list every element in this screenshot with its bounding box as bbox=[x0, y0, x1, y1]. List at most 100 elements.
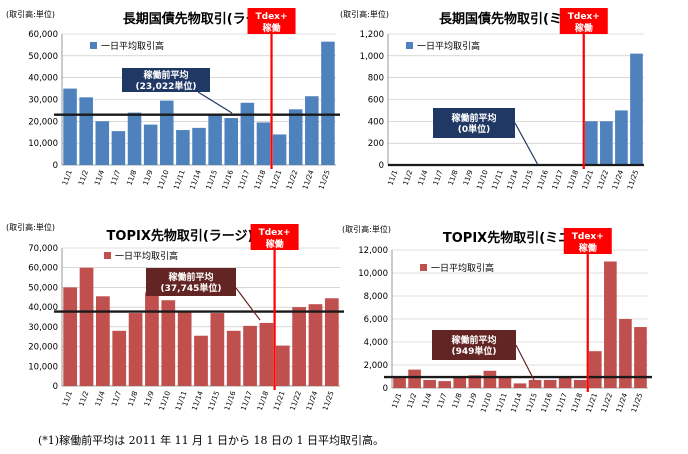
chart-panel: 長期国債先物取引(ラージ) (取引高:単位) 0 10,000 20,000 30,000… bbox=[6, 8, 652, 414]
annotation-value: (949単位) bbox=[451, 345, 496, 357]
x-tick-label: 11/21 bbox=[585, 392, 599, 414]
y-tick-label: 20,000 bbox=[28, 343, 58, 353]
y-tick-label: 60,000 bbox=[28, 30, 58, 40]
bar bbox=[127, 112, 142, 165]
annotation-pointer bbox=[197, 91, 233, 114]
x-tick-label: 11/25 bbox=[630, 392, 644, 414]
x-tick-label: 11/1 bbox=[61, 169, 74, 187]
bar bbox=[305, 96, 319, 165]
x-tick-label: 11/22 bbox=[285, 169, 299, 191]
x-tick-label: 11/17 bbox=[240, 390, 254, 412]
x-tick-label: 11/16 bbox=[536, 168, 551, 190]
tdex-label: Tdex+ bbox=[568, 12, 600, 22]
tdex-label: Tdex+ bbox=[259, 228, 291, 238]
x-tick-label: 11/17 bbox=[237, 169, 251, 191]
chart-2: 長期国債先物取引(ミニ) (取引高:単位) 0 200 400 600 800 1,000 1,… bbox=[340, 8, 644, 191]
tdex-box bbox=[250, 224, 299, 250]
x-tick-label: 11/14 bbox=[505, 168, 520, 190]
bar bbox=[468, 375, 482, 388]
x-tick-label: 11/16 bbox=[223, 389, 238, 411]
x-tick-label: 11/2 bbox=[77, 169, 90, 187]
bar bbox=[96, 296, 110, 386]
y-tick-label: 600 bbox=[368, 96, 384, 106]
x-tick-label: 11/7 bbox=[110, 390, 123, 408]
y-tick-label: 800 bbox=[368, 74, 384, 84]
x-tick-label: 11/8 bbox=[127, 390, 140, 408]
bar bbox=[259, 322, 274, 386]
annotation-pointer bbox=[515, 344, 535, 381]
y-tick-label: 0 bbox=[379, 161, 384, 171]
bar bbox=[79, 267, 94, 386]
tdex-sublabel: 稼働 bbox=[266, 238, 284, 250]
tdex-sublabel: 稼働 bbox=[575, 22, 593, 34]
tdex-box bbox=[563, 228, 612, 254]
x-tick-label: 11/8 bbox=[451, 392, 464, 410]
annotation-pointer bbox=[235, 287, 261, 321]
annotation-box bbox=[122, 68, 210, 92]
legend-swatch bbox=[420, 264, 427, 271]
x-tick-label: 11/16 bbox=[221, 168, 236, 190]
legend-swatch bbox=[90, 42, 97, 49]
chart-3: TOPIX先物取引(ラージ) (取引高:単位) 0 10,000 20,000 30,00… bbox=[6, 222, 344, 412]
annotation-title: 稼働前平均 bbox=[143, 69, 188, 81]
tdex-sublabel: 稼働 bbox=[579, 242, 597, 254]
bar bbox=[600, 121, 613, 165]
bar bbox=[308, 304, 323, 386]
x-tick-label: 11/2 bbox=[402, 169, 415, 187]
y-tick-label: 10,000 bbox=[28, 139, 58, 149]
bar bbox=[194, 335, 208, 386]
x-tick-label: 11/14 bbox=[190, 389, 205, 411]
x-tick-label: 11/9 bbox=[142, 169, 155, 187]
bar bbox=[224, 118, 239, 165]
y-tick-label: 50,000 bbox=[28, 283, 58, 293]
x-tick-label: 11/10 bbox=[156, 169, 170, 191]
y-tick-label: 1,000 bbox=[360, 52, 384, 62]
bar bbox=[584, 121, 598, 165]
bar bbox=[145, 292, 159, 386]
x-tick-label: 11/24 bbox=[305, 389, 320, 411]
bar bbox=[63, 287, 78, 386]
x-tick-label: 11/1 bbox=[61, 390, 74, 408]
bar bbox=[226, 330, 241, 386]
x-tick-label: 11/18 bbox=[256, 390, 270, 412]
bar bbox=[573, 379, 587, 388]
x-tick-label: 11/17 bbox=[551, 169, 565, 191]
x-tick-label: 11/18 bbox=[253, 169, 267, 191]
bar bbox=[256, 122, 271, 165]
chart-title: 長期国債先物取引(ミニ) bbox=[439, 11, 581, 27]
legend-label: 一日平均取引高 bbox=[115, 250, 178, 262]
x-tick-label: 11/11 bbox=[174, 390, 188, 412]
chart-title: 長期国債先物取引(ラージ) bbox=[123, 11, 278, 27]
bar bbox=[528, 379, 542, 388]
x-tick-label: 11/15 bbox=[521, 169, 535, 191]
bar bbox=[243, 325, 257, 386]
y-tick-label: 20,000 bbox=[28, 117, 58, 127]
y-tick-label: 200 bbox=[368, 139, 384, 149]
y-tick-label: 30,000 bbox=[28, 96, 58, 106]
bar bbox=[292, 307, 306, 386]
y-tick-label: 40,000 bbox=[28, 303, 58, 313]
x-tick-label: 11/9 bbox=[466, 392, 479, 410]
bar bbox=[95, 121, 110, 165]
x-tick-label: 11/22 bbox=[600, 392, 614, 414]
y-tick-label: 70,000 bbox=[28, 244, 58, 254]
chart-1: 長期国債先物取引(ラージ) (取引高:単位) 0 10,000 20,000 30,000… bbox=[6, 8, 340, 191]
bar bbox=[543, 379, 557, 388]
y-tick-label: 0 bbox=[53, 382, 58, 392]
x-tick-label: 11/1 bbox=[387, 169, 400, 187]
legend-swatch bbox=[406, 42, 413, 49]
annotation-value: (23,022単位) bbox=[136, 80, 197, 92]
footnote: (*1)稼働前平均は 2011 年 11 月 1 日から 18 日の 1 日平均… bbox=[38, 434, 385, 447]
x-tick-label: 11/10 bbox=[475, 169, 489, 191]
legend-label: 一日平均取引高 bbox=[101, 40, 164, 52]
bar bbox=[128, 313, 143, 386]
y-tick-label: 1,200 bbox=[360, 30, 384, 40]
annotation-title: 稼働前平均 bbox=[451, 112, 496, 124]
bar bbox=[192, 127, 206, 165]
bar bbox=[79, 97, 93, 165]
x-tick-label: 11/10 bbox=[158, 390, 172, 412]
x-tick-label: 11/7 bbox=[436, 392, 449, 410]
tdex-box bbox=[247, 8, 296, 34]
x-tick-label: 11/21 bbox=[581, 169, 595, 191]
annotation-value: (37,745単位) bbox=[161, 282, 222, 294]
